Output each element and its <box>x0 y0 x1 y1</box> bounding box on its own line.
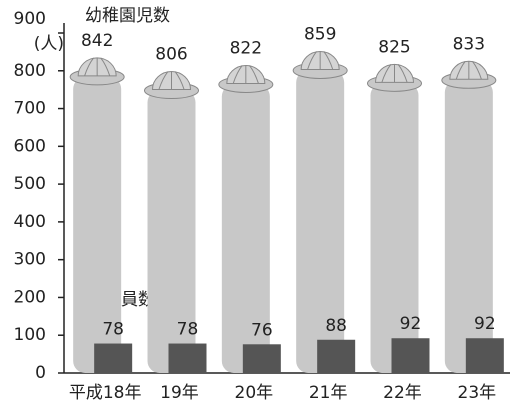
value-label: 76 <box>251 320 273 340</box>
y-tick-label: 700 <box>14 99 46 119</box>
teacher-bar <box>465 338 504 373</box>
value-label: 92 <box>400 314 422 334</box>
x-tick-label: 23年 <box>458 383 497 403</box>
value-label: 92 <box>474 314 496 334</box>
teacher-bar <box>168 343 207 373</box>
bar-body <box>147 90 196 373</box>
value-label: 88 <box>325 316 347 336</box>
hat-rib <box>307 51 317 70</box>
y-tick-label: 0 <box>35 363 46 383</box>
y-tick-label: 900 <box>14 9 46 29</box>
hat-rib <box>158 71 169 90</box>
value-label: 78 <box>177 320 199 340</box>
child-bar <box>218 65 274 373</box>
y-tick-label: 100 <box>14 325 46 345</box>
hat-rib <box>472 61 482 80</box>
teacher-bar <box>391 338 430 373</box>
y-tick-label: 500 <box>14 174 46 194</box>
value-label: 833 <box>453 34 485 54</box>
child-bar <box>144 71 199 373</box>
y-tick-label: 600 <box>14 136 46 156</box>
x-tick-label: 22年 <box>383 383 422 403</box>
child-bar <box>367 63 422 373</box>
value-label: 822 <box>230 38 262 58</box>
x-tick-label: 20年 <box>235 383 274 403</box>
bar-body <box>370 83 419 373</box>
y-axis-label: (人) <box>34 34 64 54</box>
teacher-bar <box>242 344 281 373</box>
hat-rib <box>323 51 334 70</box>
hat-rib <box>455 61 466 80</box>
series-label: 幼稚園児数 <box>85 6 170 26</box>
y-tick-label: 300 <box>14 250 46 270</box>
value-label: 859 <box>304 24 336 44</box>
teacher-bar <box>317 339 356 373</box>
x-tick-label: 19年 <box>160 383 199 403</box>
y-tick-label: 400 <box>14 212 46 232</box>
hat-rib <box>381 64 392 83</box>
y-tick-label: 800 <box>14 61 46 81</box>
value-label: 806 <box>155 45 187 65</box>
bar-body <box>444 80 493 374</box>
hat-rib <box>174 71 185 90</box>
hat-rib <box>397 64 408 83</box>
y-tick-label: 200 <box>14 287 46 307</box>
bar-body <box>296 70 345 373</box>
hat-rib <box>249 65 259 84</box>
hat-rib <box>100 57 111 77</box>
child-bar <box>292 51 348 373</box>
hat-rib <box>232 65 243 84</box>
x-tick-label: 21年 <box>309 383 348 403</box>
hat-rib <box>84 57 94 77</box>
x-tick-label: 平成18年 <box>69 383 142 403</box>
child-bar <box>441 60 497 374</box>
value-label: 842 <box>81 31 113 51</box>
value-label: 78 <box>102 320 124 340</box>
value-label: 825 <box>378 37 410 57</box>
teacher-bar <box>94 343 133 373</box>
child-bar <box>69 57 125 374</box>
bar-body <box>73 76 122 374</box>
bar-body <box>221 84 270 373</box>
